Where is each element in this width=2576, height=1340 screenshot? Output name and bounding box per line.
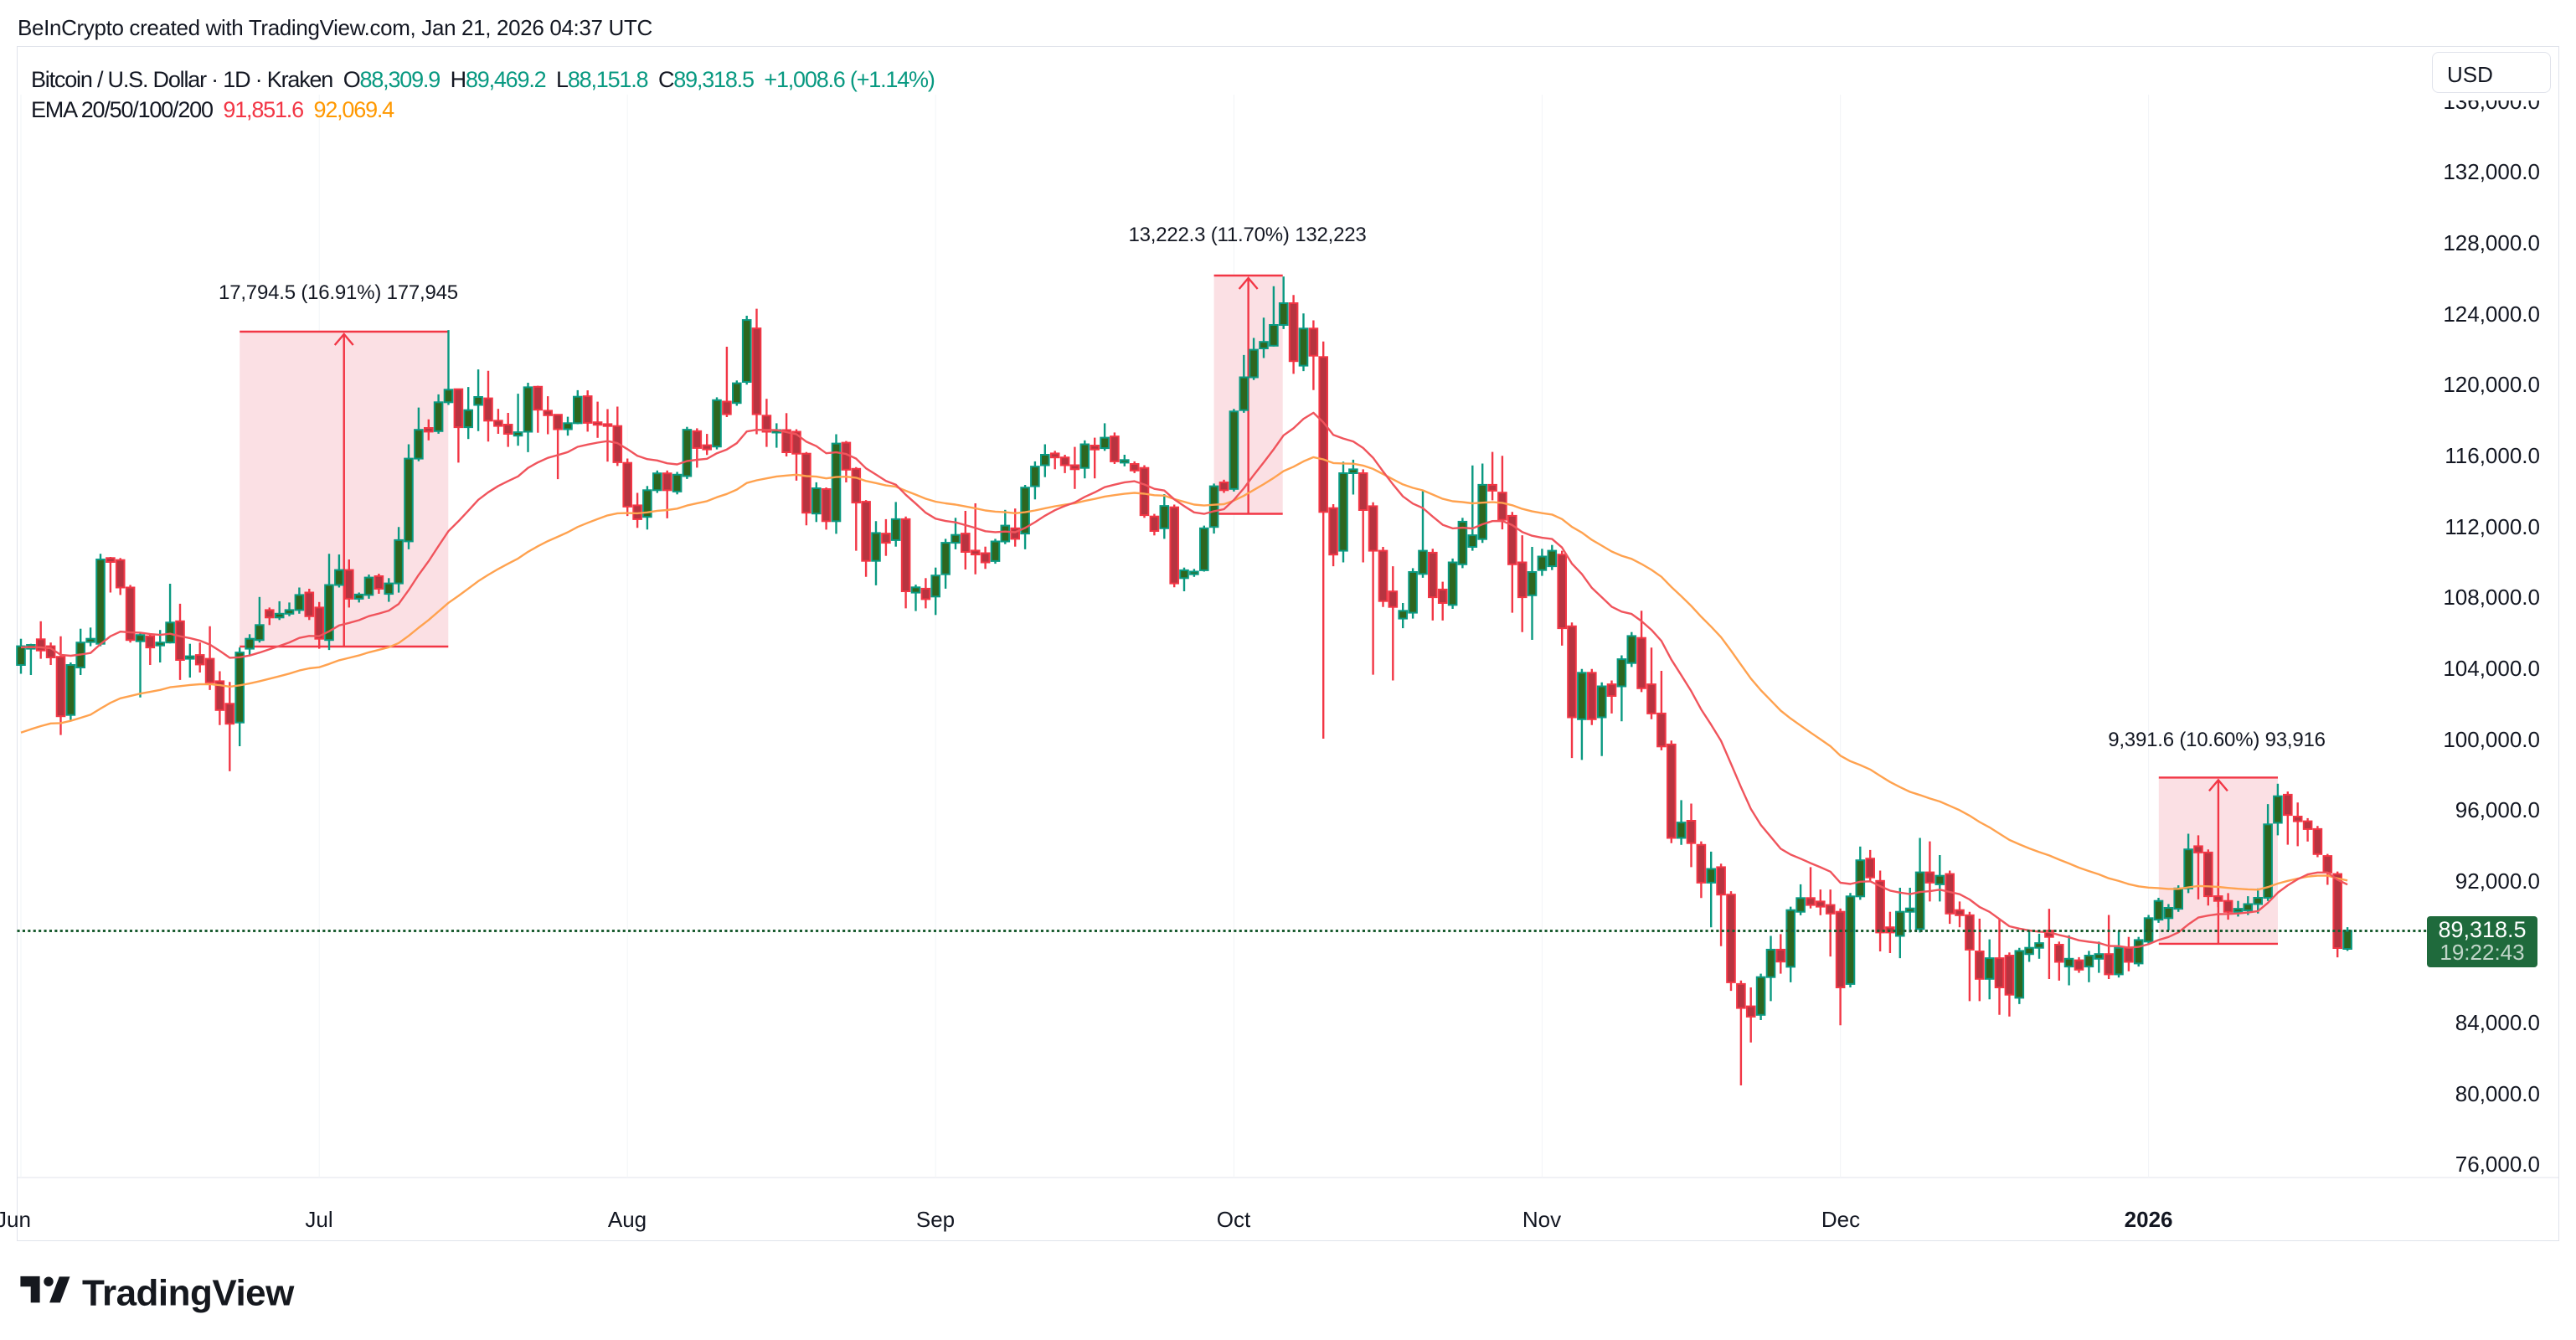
svg-text:TradingView: TradingView: [82, 1274, 295, 1314]
